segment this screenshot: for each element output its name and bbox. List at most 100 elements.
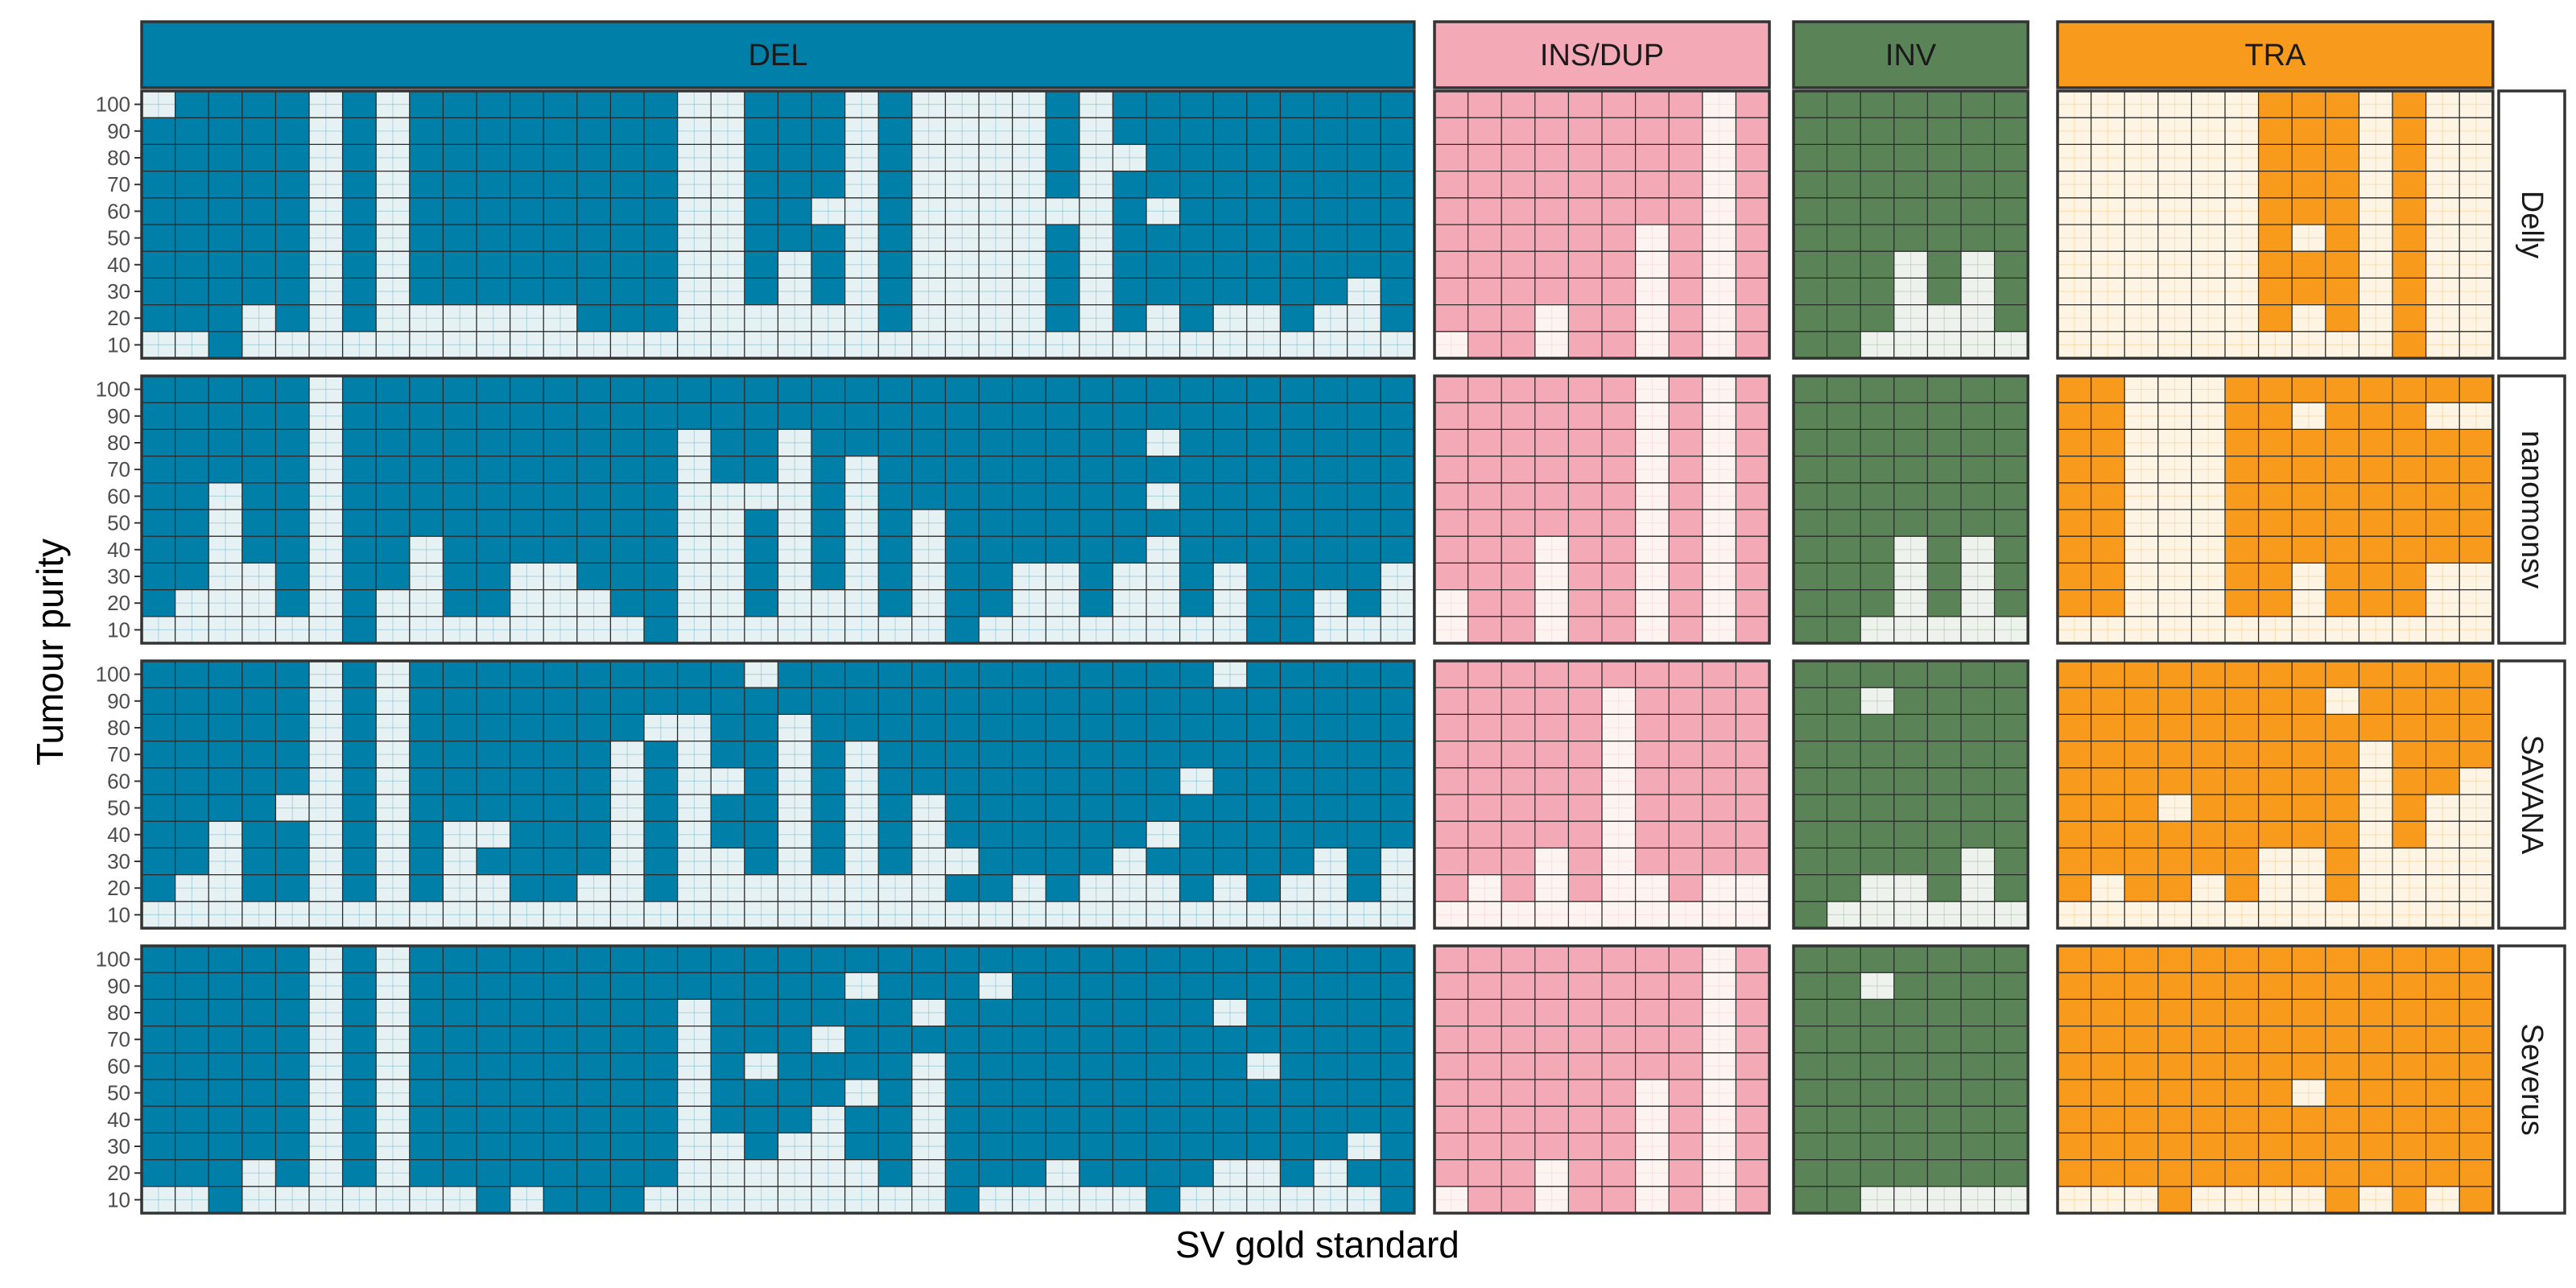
detected-cell bbox=[2124, 946, 2158, 973]
detected-cell bbox=[275, 376, 309, 403]
detected-cell bbox=[644, 999, 678, 1026]
detected-cell bbox=[543, 874, 577, 902]
detected-cell bbox=[1893, 687, 1928, 715]
detected-cell bbox=[1860, 1080, 1894, 1107]
detected-cell bbox=[1179, 456, 1214, 483]
detected-cell bbox=[142, 1133, 175, 1160]
detected-cell bbox=[275, 848, 309, 875]
detected-cell bbox=[1534, 767, 1569, 795]
detected-cell bbox=[1468, 171, 1502, 198]
detected-cell bbox=[2425, 456, 2460, 483]
detected-cell bbox=[2359, 1026, 2392, 1053]
detected-cell bbox=[1046, 304, 1080, 332]
detected-cell bbox=[543, 118, 577, 145]
detected-cell bbox=[1468, 946, 1502, 973]
detected-cell bbox=[1280, 482, 1314, 510]
detected-cell bbox=[477, 972, 510, 1000]
y-tick-label: 10 bbox=[107, 617, 130, 642]
detected-cell bbox=[1994, 304, 2029, 332]
detected-cell bbox=[1893, 1159, 1928, 1187]
detected-cell bbox=[242, 1080, 276, 1107]
detected-cell bbox=[543, 376, 577, 403]
detected-cell bbox=[1246, 589, 1281, 617]
detected-cell bbox=[1961, 1106, 1995, 1133]
detected-cell bbox=[644, 687, 678, 715]
detected-cell bbox=[1635, 1052, 1670, 1080]
detected-cell bbox=[1113, 1080, 1146, 1107]
detected-cell bbox=[2292, 741, 2326, 768]
detected-cell bbox=[2091, 482, 2125, 510]
detected-cell bbox=[2392, 225, 2426, 252]
detected-cell bbox=[1994, 429, 2029, 456]
detected-cell bbox=[1079, 429, 1113, 456]
detected-cell bbox=[811, 1080, 845, 1107]
detected-cell bbox=[510, 687, 544, 715]
detected-cell bbox=[1501, 144, 1535, 171]
detected-cell bbox=[2225, 1080, 2259, 1107]
detected-cell bbox=[342, 304, 377, 332]
detected-cell bbox=[1435, 848, 1468, 875]
detected-cell bbox=[1568, 1159, 1602, 1187]
detected-cell bbox=[1927, 118, 1961, 145]
detected-cell bbox=[1381, 1106, 1414, 1133]
detected-cell bbox=[208, 197, 242, 225]
detected-cell bbox=[175, 225, 209, 252]
detected-cell bbox=[1046, 144, 1080, 171]
detected-cell bbox=[1669, 714, 1703, 741]
detected-cell bbox=[1635, 795, 1670, 822]
detected-cell bbox=[1860, 118, 1894, 145]
detected-cell bbox=[2258, 482, 2293, 510]
detected-cell bbox=[1468, 197, 1502, 225]
detected-cell bbox=[1079, 946, 1113, 973]
detected-cell bbox=[142, 144, 175, 171]
detected-cell bbox=[1893, 144, 1928, 171]
detected-cell bbox=[1179, 144, 1214, 171]
detected-cell bbox=[1827, 91, 1861, 118]
detected-cell bbox=[1314, 536, 1348, 564]
detected-cell bbox=[644, 91, 678, 118]
detected-cell bbox=[1794, 91, 1827, 118]
detected-cell bbox=[1602, 1026, 1636, 1053]
detected-cell bbox=[979, 1026, 1013, 1053]
panel-frame bbox=[2056, 374, 2495, 645]
detected-cell bbox=[409, 118, 444, 145]
y-tick-label: 50 bbox=[107, 1081, 130, 1105]
detected-cell bbox=[1568, 429, 1602, 456]
detected-cell bbox=[1046, 1133, 1080, 1160]
detected-cell bbox=[1794, 848, 1827, 875]
detected-cell bbox=[2325, 510, 2359, 537]
detected-cell bbox=[1534, 1080, 1569, 1107]
detected-cell bbox=[979, 714, 1013, 741]
detected-cell bbox=[1435, 304, 1468, 332]
detected-cell bbox=[1736, 661, 1769, 688]
detected-cell bbox=[376, 536, 410, 564]
detected-cell bbox=[1669, 563, 1703, 590]
detected-cell bbox=[342, 118, 377, 145]
detected-cell bbox=[1213, 536, 1247, 564]
detected-cell bbox=[409, 376, 444, 403]
detected-cell bbox=[376, 429, 410, 456]
detected-cell bbox=[1501, 1026, 1535, 1053]
detected-cell bbox=[175, 661, 209, 688]
detected-cell bbox=[1179, 91, 1214, 118]
detected-cell bbox=[811, 795, 845, 822]
detected-cell bbox=[1927, 848, 1961, 875]
y-tick-label: 10 bbox=[107, 332, 130, 357]
detected-cell bbox=[1435, 225, 1468, 252]
detected-cell bbox=[2425, 687, 2460, 715]
detected-cell bbox=[1961, 999, 1995, 1026]
detected-cell bbox=[1079, 1106, 1113, 1133]
detected-cell bbox=[175, 1106, 209, 1133]
detected-cell bbox=[1179, 402, 1214, 430]
detected-cell bbox=[409, 1133, 444, 1160]
detected-cell bbox=[1568, 563, 1602, 590]
detected-cell bbox=[1568, 714, 1602, 741]
detected-cell bbox=[1794, 999, 1827, 1026]
detected-cell bbox=[142, 767, 175, 795]
detected-cell bbox=[275, 1133, 309, 1160]
detected-cell bbox=[1314, 821, 1348, 848]
detected-cell bbox=[2058, 741, 2091, 768]
detected-cell bbox=[1213, 402, 1247, 430]
detected-cell bbox=[2292, 278, 2326, 305]
